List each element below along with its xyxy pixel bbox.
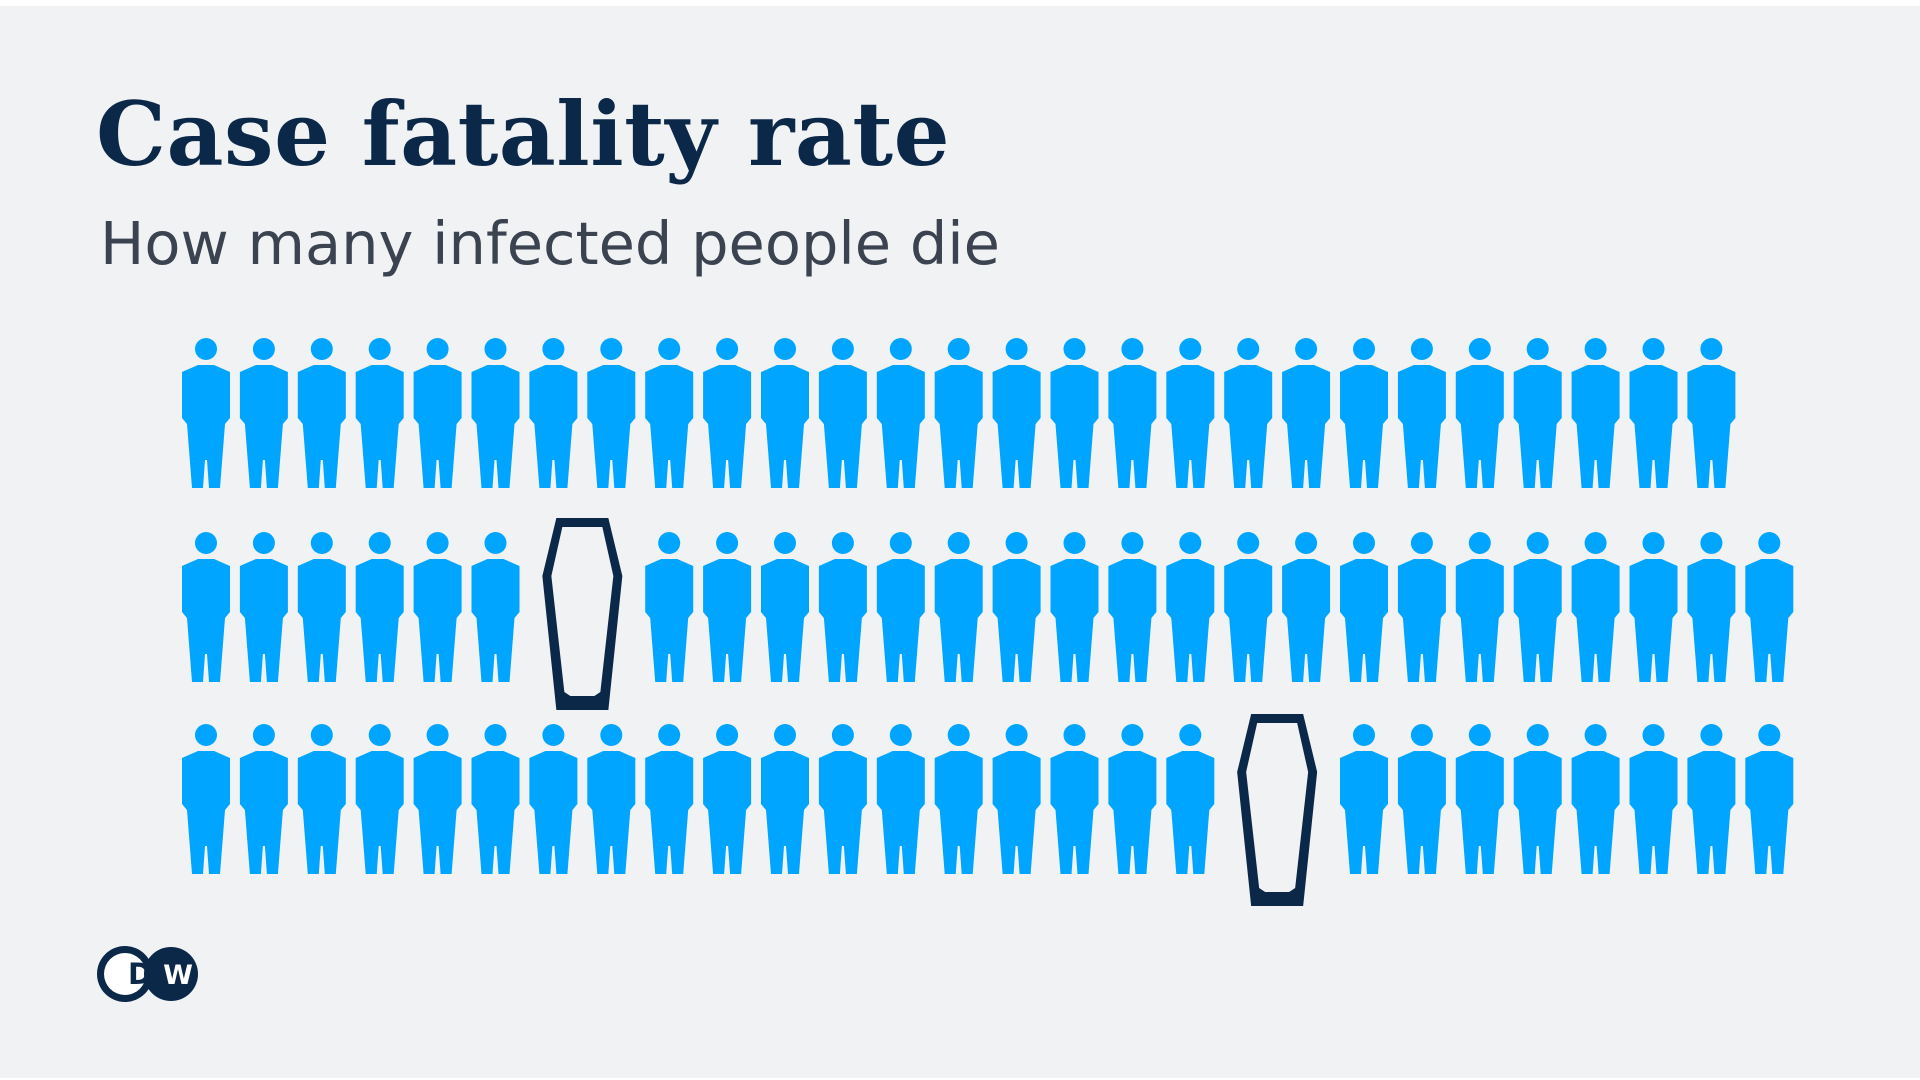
person-icon bbox=[587, 338, 636, 488]
person-icon bbox=[529, 338, 578, 488]
coffin-icon bbox=[1237, 714, 1318, 906]
person-icon bbox=[1282, 532, 1331, 682]
person-icon bbox=[876, 338, 925, 488]
person-icon bbox=[355, 532, 404, 682]
person-icon bbox=[1050, 338, 1099, 488]
person-icon bbox=[645, 724, 694, 874]
person-icon bbox=[355, 338, 404, 488]
person-icon bbox=[413, 532, 462, 682]
person-icon bbox=[1745, 724, 1794, 874]
person-icon bbox=[1224, 338, 1273, 488]
person-icon bbox=[1050, 724, 1099, 874]
person-icon bbox=[1571, 532, 1620, 682]
person-icon bbox=[1629, 338, 1678, 488]
person-icon bbox=[1571, 338, 1620, 488]
person-icon bbox=[876, 724, 925, 874]
person-icon bbox=[413, 724, 462, 874]
person-icon bbox=[934, 338, 983, 488]
person-icon bbox=[818, 724, 867, 874]
person-icon bbox=[703, 724, 752, 874]
person-icon bbox=[239, 724, 288, 874]
person-icon bbox=[529, 724, 578, 874]
person-icon bbox=[297, 338, 346, 488]
person-icon bbox=[1397, 532, 1446, 682]
person-icon bbox=[182, 724, 230, 874]
person-icon bbox=[1108, 724, 1157, 874]
person-icon bbox=[876, 532, 925, 682]
person-icon bbox=[703, 532, 752, 682]
svg-text:W: W bbox=[163, 960, 193, 991]
person-icon bbox=[471, 532, 520, 682]
person-icon bbox=[239, 338, 288, 488]
person-icon bbox=[1050, 532, 1099, 682]
person-icon bbox=[1108, 338, 1157, 488]
person-icon bbox=[182, 532, 230, 682]
person-icon bbox=[1340, 338, 1388, 488]
person-icon bbox=[1282, 338, 1331, 488]
person-icon bbox=[1513, 532, 1562, 682]
person-icon bbox=[1455, 724, 1504, 874]
person-icon bbox=[1687, 724, 1736, 874]
person-icon bbox=[1397, 338, 1446, 488]
person-icon bbox=[645, 532, 694, 682]
dw-logo: D W bbox=[97, 946, 198, 1002]
person-icon bbox=[355, 724, 404, 874]
person-icon bbox=[239, 532, 288, 682]
person-icon bbox=[1629, 724, 1678, 874]
person-icon bbox=[992, 338, 1041, 488]
person-icon bbox=[413, 338, 462, 488]
person-icon bbox=[1513, 338, 1562, 488]
person-icon bbox=[297, 724, 346, 874]
person-icon bbox=[1108, 532, 1157, 682]
person-icon bbox=[471, 724, 520, 874]
person-icon bbox=[934, 724, 983, 874]
person-icon bbox=[1571, 724, 1620, 874]
chart-subtitle: How many infected people die bbox=[100, 209, 1000, 278]
person-icon bbox=[1745, 532, 1794, 682]
person-icon bbox=[471, 338, 520, 488]
person-icon bbox=[297, 532, 346, 682]
person-icon bbox=[703, 338, 752, 488]
coffin-icon bbox=[542, 518, 623, 710]
person-icon bbox=[1166, 338, 1215, 488]
person-icon bbox=[1166, 724, 1215, 874]
person-icon bbox=[992, 724, 1041, 874]
person-icon bbox=[761, 724, 809, 874]
person-icon bbox=[587, 724, 636, 874]
person-icon bbox=[1455, 532, 1504, 682]
person-icon bbox=[1340, 532, 1388, 682]
person-icon bbox=[1340, 724, 1388, 874]
person-icon bbox=[1397, 724, 1446, 874]
person-icon bbox=[1687, 338, 1736, 488]
person-icon bbox=[1687, 532, 1736, 682]
logo-text: D bbox=[128, 957, 164, 991]
person-icon bbox=[818, 532, 867, 682]
person-icon bbox=[818, 338, 867, 488]
person-icon bbox=[934, 532, 983, 682]
person-icon bbox=[992, 532, 1041, 682]
person-icon bbox=[182, 338, 230, 488]
person-icon bbox=[1224, 532, 1273, 682]
person-icon bbox=[1166, 532, 1215, 682]
person-icon bbox=[761, 338, 809, 488]
person-icon bbox=[1455, 338, 1504, 488]
person-icon bbox=[645, 338, 694, 488]
person-icon bbox=[761, 532, 809, 682]
chart-title: Case fatality rate bbox=[96, 82, 951, 186]
person-icon bbox=[1629, 532, 1678, 682]
person-icon bbox=[1513, 724, 1562, 874]
